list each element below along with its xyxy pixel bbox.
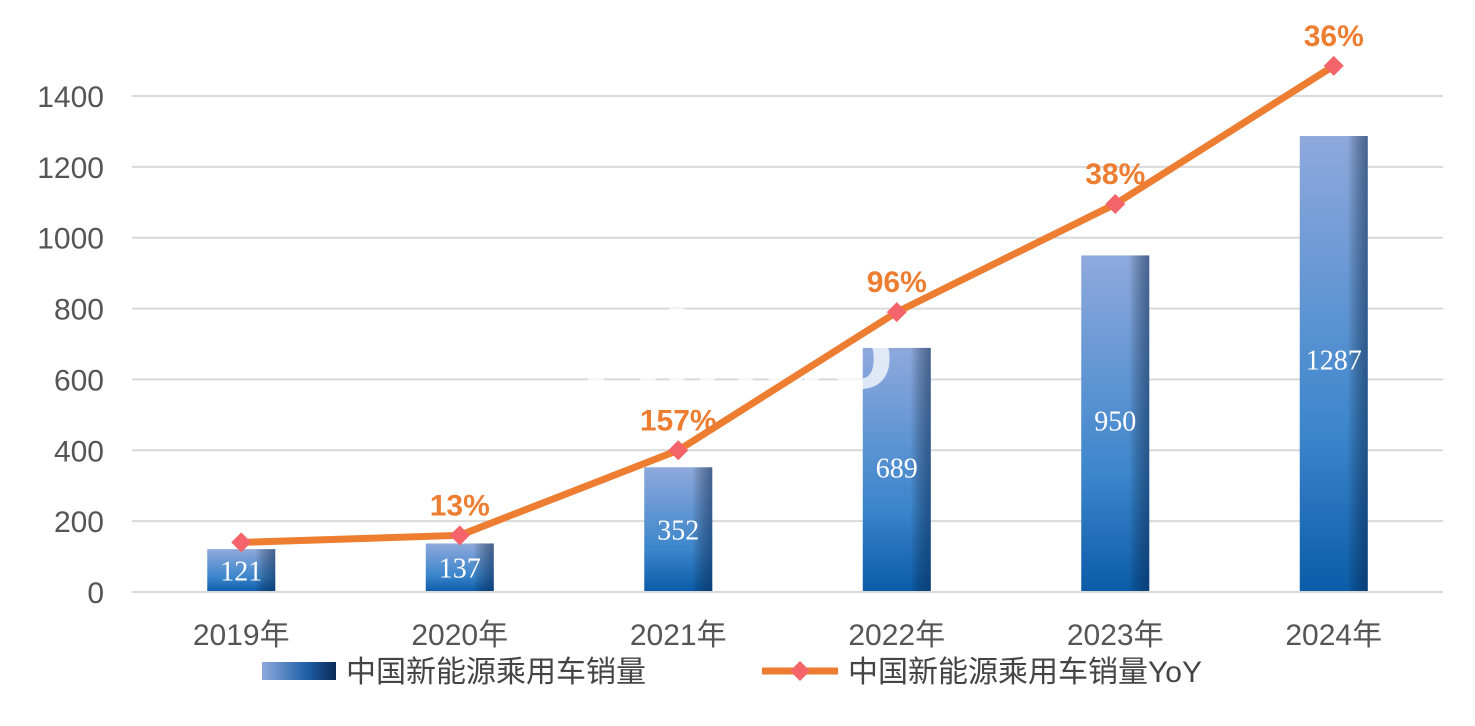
legend-line-marker: [790, 661, 810, 681]
y-tick-label: 1200: [37, 152, 104, 185]
y-tick-label: 800: [54, 294, 104, 327]
bar-2020年: [425, 543, 494, 592]
x-tick-label: 2019年: [193, 619, 290, 652]
yoy-data-label: 13%: [430, 489, 490, 522]
x-tick-label: 2023年: [1067, 619, 1164, 652]
bar-data-label: 1287: [1306, 345, 1362, 376]
gridlines: [132, 95, 1443, 593]
bar-shade: [1081, 255, 1150, 592]
y-tick-label: 0: [87, 577, 104, 610]
bar-series: [207, 136, 1368, 592]
y-tick-label: 400: [54, 435, 104, 468]
bar-shade: [862, 347, 931, 592]
bar-2022年: [862, 347, 931, 592]
legend-line-label: 中国新能源乘用车销量YoY: [848, 656, 1202, 689]
legend-bar-label: 中国新能源乘用车销量: [346, 656, 646, 689]
yoy-data-labels: 13% 157% 96% 38% 36%: [430, 20, 1364, 522]
yoy-data-label: 157%: [640, 404, 717, 437]
bar-shade: [644, 467, 713, 592]
x-tick-label: 2024年: [1285, 619, 1382, 652]
yoy-marker: [231, 532, 252, 553]
bar-data-labels: 121 137 352 689 950 1287: [220, 345, 1362, 587]
yoy-marker: [1323, 55, 1344, 76]
x-tick-label: 2022年: [848, 619, 945, 652]
bar-shade: [1299, 136, 1368, 592]
x-axis: 2019年 2020年 2021年 2022年 2023年 2024年: [132, 591, 1443, 652]
x-tick-label: 2020年: [411, 619, 508, 652]
yoy-marker: [668, 440, 689, 461]
bar-data-label: 950: [1094, 406, 1136, 437]
bar-shade: [207, 549, 276, 592]
yoy-marker: [1105, 194, 1126, 215]
y-axis: 0 200 400 600 800 1000 1200 1400: [37, 81, 104, 610]
bar-2019年: [207, 549, 276, 592]
yoy-marker: [449, 525, 470, 546]
yoy-data-label: 96%: [867, 266, 927, 299]
yoy-data-label: 36%: [1304, 20, 1364, 53]
bar-shade: [425, 543, 494, 592]
bar-data-label: 121: [220, 557, 262, 588]
bar-data-label: 689: [876, 454, 918, 485]
y-tick-label: 600: [54, 364, 104, 397]
bar-2023年: [1081, 255, 1150, 592]
y-tick-label: 1000: [37, 223, 104, 256]
legend-bar-swatch: [262, 662, 336, 680]
yoy-data-label: 38%: [1085, 158, 1145, 191]
y-tick-label: 200: [54, 506, 104, 539]
watermark: Ainuo: [582, 289, 894, 412]
legend: 中国新能源乘用车销量 中国新能源乘用车销量YoY: [262, 656, 1202, 689]
bar-2024年: [1299, 136, 1368, 592]
yoy-line: [237, 62, 1338, 546]
y-tick-label: 1400: [37, 81, 104, 114]
bar-data-label: 352: [657, 516, 699, 547]
yoy-line-series: [231, 55, 1344, 553]
bar-2021年: [644, 467, 713, 592]
bar-data-label: 137: [439, 554, 481, 585]
yoy-marker: [886, 302, 907, 323]
x-tick-label: 2021年: [630, 619, 727, 652]
